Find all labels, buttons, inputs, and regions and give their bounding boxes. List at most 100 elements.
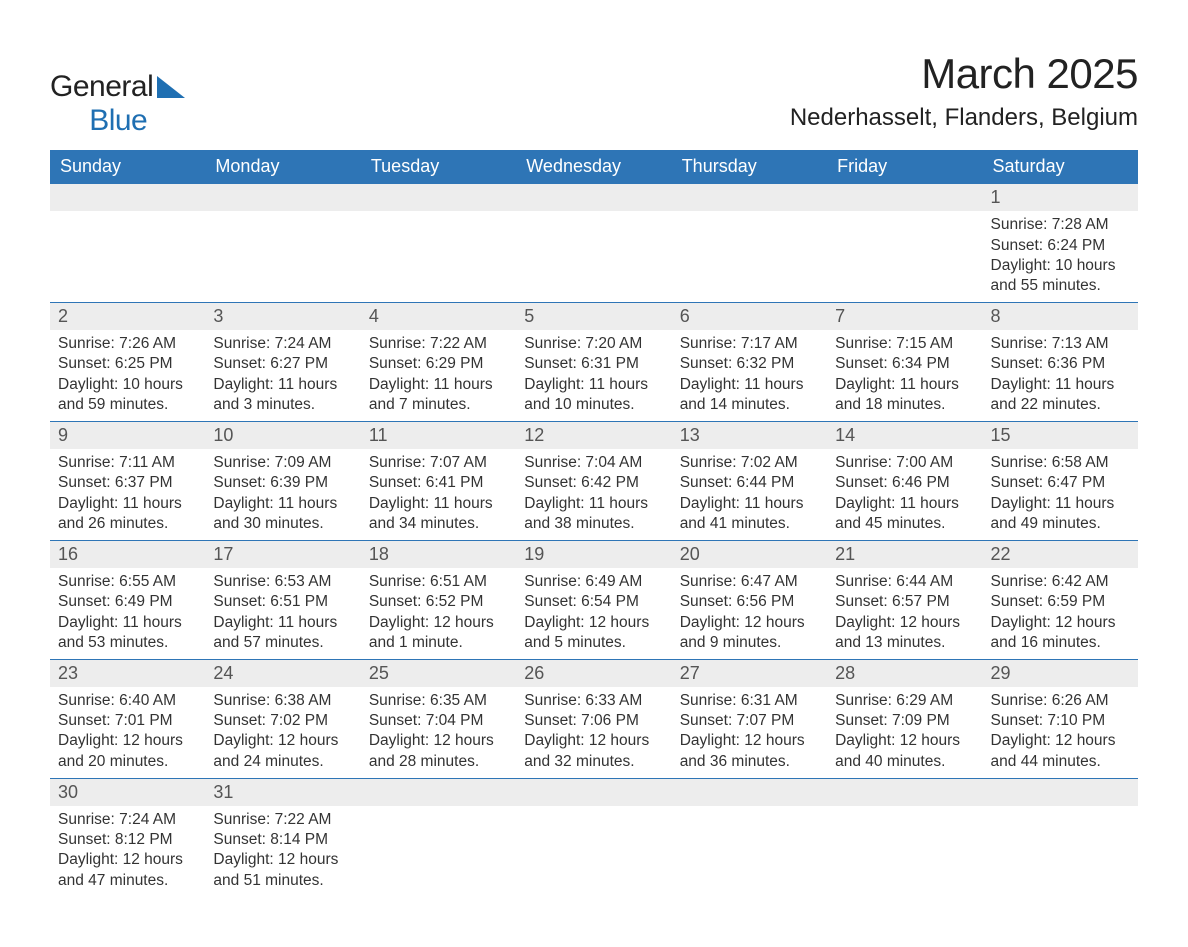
day-number: 12 [516, 422, 671, 449]
sunset-line: Sunset: 6:46 PM [835, 473, 974, 493]
daylight-line-2: and 57 minutes. [213, 633, 352, 653]
calendar-cell: 16Sunrise: 6:55 AMSunset: 6:49 PMDayligh… [50, 540, 205, 659]
day-details: Sunrise: 7:22 AMSunset: 8:14 PMDaylight:… [205, 806, 360, 897]
day-number [516, 184, 671, 211]
sunrise-line: Sunrise: 6:40 AM [58, 691, 197, 711]
sunrise-line: Sunrise: 7:24 AM [58, 810, 197, 830]
calendar-cell: 9Sunrise: 7:11 AMSunset: 6:37 PMDaylight… [50, 421, 205, 540]
daylight-line-1: Daylight: 11 hours [369, 375, 508, 395]
sunrise-line: Sunrise: 6:29 AM [835, 691, 974, 711]
day-number: 30 [50, 779, 205, 806]
sunrise-line: Sunrise: 7:22 AM [369, 334, 508, 354]
daylight-line-2: and 16 minutes. [991, 633, 1130, 653]
calendar-cell [361, 778, 516, 896]
daylight-line-1: Daylight: 12 hours [835, 613, 974, 633]
calendar-cell: 5Sunrise: 7:20 AMSunset: 6:31 PMDaylight… [516, 302, 671, 421]
sunrise-line: Sunrise: 7:20 AM [524, 334, 663, 354]
day-details [516, 806, 671, 816]
day-number: 17 [205, 541, 360, 568]
day-details: Sunrise: 6:26 AMSunset: 7:10 PMDaylight:… [983, 687, 1138, 778]
day-details: Sunrise: 7:17 AMSunset: 6:32 PMDaylight:… [672, 330, 827, 421]
daylight-line-2: and 18 minutes. [835, 395, 974, 415]
day-details: Sunrise: 7:13 AMSunset: 6:36 PMDaylight:… [983, 330, 1138, 421]
day-number: 31 [205, 779, 360, 806]
sunrise-line: Sunrise: 6:35 AM [369, 691, 508, 711]
day-details: Sunrise: 6:55 AMSunset: 6:49 PMDaylight:… [50, 568, 205, 659]
daylight-line-2: and 47 minutes. [58, 871, 197, 891]
daylight-line-1: Daylight: 12 hours [213, 731, 352, 751]
day-number: 8 [983, 303, 1138, 330]
sunset-line: Sunset: 7:04 PM [369, 711, 508, 731]
daylight-line-2: and 53 minutes. [58, 633, 197, 653]
brand-logo: General Blue [50, 50, 185, 138]
calendar-cell: 31Sunrise: 7:22 AMSunset: 8:14 PMDayligh… [205, 778, 360, 896]
sunset-line: Sunset: 6:57 PM [835, 592, 974, 612]
calendar-cell: 28Sunrise: 6:29 AMSunset: 7:09 PMDayligh… [827, 659, 982, 778]
calendar-cell: 22Sunrise: 6:42 AMSunset: 6:59 PMDayligh… [983, 540, 1138, 659]
day-number: 4 [361, 303, 516, 330]
calendar-cell: 13Sunrise: 7:02 AMSunset: 6:44 PMDayligh… [672, 421, 827, 540]
daylight-line-1: Daylight: 11 hours [213, 613, 352, 633]
calendar-cell: 29Sunrise: 6:26 AMSunset: 7:10 PMDayligh… [983, 659, 1138, 778]
weekday-header: Friday [827, 150, 982, 184]
sunrise-line: Sunrise: 6:33 AM [524, 691, 663, 711]
calendar-cell: 25Sunrise: 6:35 AMSunset: 7:04 PMDayligh… [361, 659, 516, 778]
daylight-line-1: Daylight: 11 hours [524, 375, 663, 395]
daylight-line-2: and 59 minutes. [58, 395, 197, 415]
day-number [516, 779, 671, 806]
day-details: Sunrise: 7:24 AMSunset: 6:27 PMDaylight:… [205, 330, 360, 421]
day-number: 24 [205, 660, 360, 687]
day-details: Sunrise: 6:33 AMSunset: 7:06 PMDaylight:… [516, 687, 671, 778]
day-details [361, 211, 516, 221]
day-details: Sunrise: 7:15 AMSunset: 6:34 PMDaylight:… [827, 330, 982, 421]
day-number: 15 [983, 422, 1138, 449]
day-number: 28 [827, 660, 982, 687]
day-number: 27 [672, 660, 827, 687]
weekday-header: Sunday [50, 150, 205, 184]
day-details: Sunrise: 6:44 AMSunset: 6:57 PMDaylight:… [827, 568, 982, 659]
daylight-line-1: Daylight: 12 hours [213, 850, 352, 870]
weekday-header: Thursday [672, 150, 827, 184]
page-title: March 2025 [790, 50, 1138, 98]
daylight-line-2: and 26 minutes. [58, 514, 197, 534]
sunset-line: Sunset: 6:59 PM [991, 592, 1130, 612]
daylight-line-1: Daylight: 11 hours [369, 494, 508, 514]
sunrise-line: Sunrise: 6:42 AM [991, 572, 1130, 592]
day-number: 6 [672, 303, 827, 330]
calendar-week-row: 1Sunrise: 7:28 AMSunset: 6:24 PMDaylight… [50, 184, 1138, 303]
calendar-cell [672, 778, 827, 896]
sunset-line: Sunset: 6:56 PM [680, 592, 819, 612]
day-details: Sunrise: 6:51 AMSunset: 6:52 PMDaylight:… [361, 568, 516, 659]
weekday-header-row: Sunday Monday Tuesday Wednesday Thursday… [50, 150, 1138, 184]
day-number: 25 [361, 660, 516, 687]
day-details: Sunrise: 6:31 AMSunset: 7:07 PMDaylight:… [672, 687, 827, 778]
daylight-line-2: and 5 minutes. [524, 633, 663, 653]
daylight-line-2: and 44 minutes. [991, 752, 1130, 772]
weekday-header: Saturday [983, 150, 1138, 184]
day-number: 16 [50, 541, 205, 568]
daylight-line-1: Daylight: 12 hours [524, 731, 663, 751]
sunset-line: Sunset: 6:41 PM [369, 473, 508, 493]
day-details [516, 211, 671, 221]
sunrise-line: Sunrise: 7:13 AM [991, 334, 1130, 354]
sunset-line: Sunset: 6:37 PM [58, 473, 197, 493]
day-details: Sunrise: 7:22 AMSunset: 6:29 PMDaylight:… [361, 330, 516, 421]
daylight-line-1: Daylight: 12 hours [58, 850, 197, 870]
daylight-line-2: and 28 minutes. [369, 752, 508, 772]
sunrise-line: Sunrise: 6:38 AM [213, 691, 352, 711]
day-number: 18 [361, 541, 516, 568]
day-details: Sunrise: 7:24 AMSunset: 8:12 PMDaylight:… [50, 806, 205, 897]
sunset-line: Sunset: 6:25 PM [58, 354, 197, 374]
calendar-week-row: 16Sunrise: 6:55 AMSunset: 6:49 PMDayligh… [50, 540, 1138, 659]
day-number [361, 184, 516, 211]
calendar-cell: 17Sunrise: 6:53 AMSunset: 6:51 PMDayligh… [205, 540, 360, 659]
day-details: Sunrise: 6:58 AMSunset: 6:47 PMDaylight:… [983, 449, 1138, 540]
sunrise-line: Sunrise: 6:31 AM [680, 691, 819, 711]
calendar-week-row: 23Sunrise: 6:40 AMSunset: 7:01 PMDayligh… [50, 659, 1138, 778]
daylight-line-1: Daylight: 12 hours [991, 613, 1130, 633]
brand-name-a: General [50, 70, 153, 103]
title-block: March 2025 Nederhasselt, Flanders, Belgi… [790, 50, 1138, 132]
calendar-cell: 12Sunrise: 7:04 AMSunset: 6:42 PMDayligh… [516, 421, 671, 540]
sunrise-line: Sunrise: 6:58 AM [991, 453, 1130, 473]
day-details [827, 806, 982, 816]
